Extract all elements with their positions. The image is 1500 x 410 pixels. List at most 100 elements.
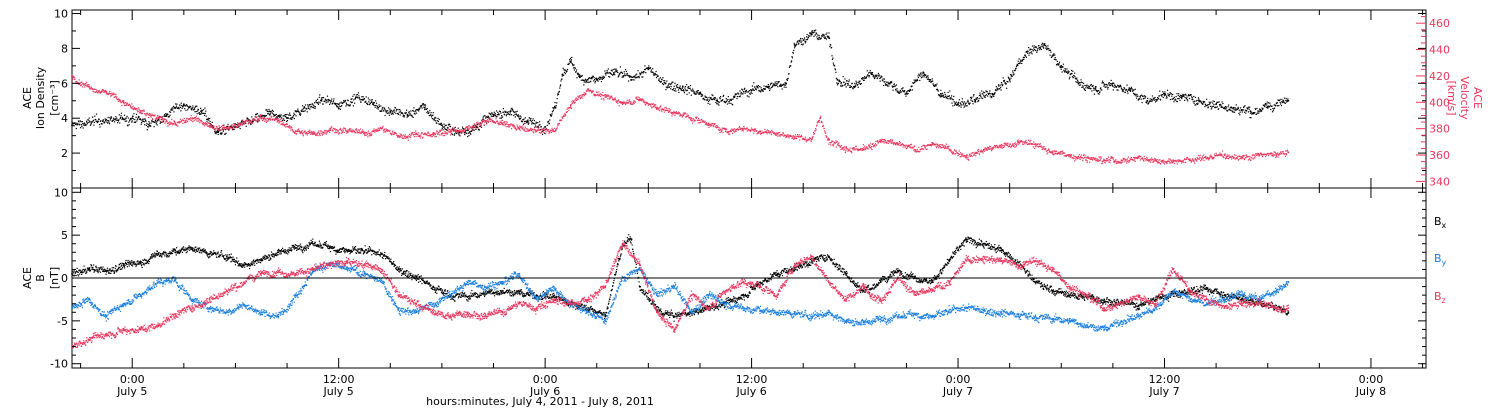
velocity-series-sample	[150, 116, 152, 118]
density-series-sample	[391, 110, 393, 112]
density-series-sample	[831, 55, 833, 57]
density-series-sample	[932, 83, 934, 85]
velocity-series-sample	[781, 134, 784, 136]
density-series-sample	[1254, 111, 1256, 114]
density-series-sample	[258, 115, 260, 117]
density-series-sample	[143, 118, 145, 120]
velocity-series-sample	[667, 110, 669, 112]
density-series-sample	[299, 114, 301, 116]
density-series-sample	[150, 125, 152, 127]
density-series-sample	[280, 115, 282, 117]
velocity-series-sample	[102, 89, 104, 91]
velocity-series-sample	[787, 134, 789, 136]
density-series-sample	[688, 85, 690, 88]
velocity-series-sample	[160, 118, 162, 120]
velocity-series-sample	[683, 114, 685, 116]
density-series-sample	[921, 74, 923, 76]
velocity-series-sample	[209, 123, 212, 125]
density-series-sample	[595, 78, 597, 80]
velocity-series-sample	[165, 121, 167, 123]
velocity-series-sample	[618, 105, 620, 107]
velocity-series-sample	[405, 137, 407, 140]
density-series-sample	[612, 74, 614, 76]
density-series-sample	[236, 123, 238, 126]
density-series-sample	[1178, 97, 1180, 100]
density-series-sample	[957, 102, 959, 104]
density-series-sample	[87, 119, 89, 121]
density-series-sample	[314, 106, 317, 108]
density-series-sample	[1250, 111, 1252, 113]
density-series-sample	[992, 93, 994, 95]
density-series-sample	[504, 110, 506, 112]
velocity-series-sample	[220, 129, 222, 131]
velocity-series-sample	[431, 133, 433, 136]
density-series-sample	[736, 97, 738, 100]
velocity-series-sample	[264, 120, 266, 122]
velocity-series-sample	[301, 132, 304, 134]
density-series-sample	[1195, 100, 1197, 102]
density-series-sample	[1249, 106, 1251, 108]
density-series-sample	[650, 69, 652, 71]
density-series-sample	[390, 113, 393, 115]
velocity-series-sample	[464, 127, 467, 130]
density-series-sample	[108, 123, 111, 125]
density-series-sample	[831, 58, 834, 60]
velocity-series-sample	[699, 119, 701, 122]
velocity-series-point	[415, 133, 417, 135]
density-series-sample	[604, 72, 606, 75]
density-series-sample	[940, 89, 942, 91]
density-series-sample	[1030, 51, 1033, 53]
density-series-sample	[612, 73, 615, 76]
density-series-sample	[883, 78, 886, 80]
density-series-sample	[356, 96, 358, 98]
velocity-series-sample	[155, 118, 157, 120]
density-series-sample	[317, 102, 319, 104]
density-series-sample	[191, 107, 194, 109]
density-series-sample	[660, 81, 662, 83]
velocity-series-sample	[113, 96, 115, 99]
density-series-sample	[446, 128, 448, 131]
density-series-sample	[858, 82, 861, 84]
density-series-sample	[360, 101, 362, 103]
density-series-sample	[457, 130, 459, 132]
density-series-sample	[1153, 97, 1155, 99]
density-series-sample	[121, 118, 123, 120]
velocity-series-sample	[801, 136, 803, 138]
velocity-series-point	[1172, 159, 1174, 162]
velocity-series-sample	[935, 143, 937, 145]
density-series-sample	[287, 117, 289, 119]
velocity-series-sample	[348, 129, 351, 131]
velocity-series-sample	[418, 132, 420, 134]
velocity-series-sample	[305, 131, 308, 134]
density-series-sample	[727, 98, 729, 101]
density-series-sample	[663, 80, 665, 82]
velocity-series-sample	[830, 144, 832, 146]
velocity-series-sample	[761, 130, 763, 132]
density-series-sample	[847, 83, 849, 85]
density-series-sample	[194, 106, 197, 108]
velocity-series-sample	[692, 122, 694, 124]
velocity-series-sample	[161, 121, 163, 123]
velocity-series-sample	[535, 130, 538, 132]
density-series-sample	[1230, 109, 1232, 111]
density-series-sample	[938, 94, 940, 96]
velocity-series-sample	[166, 120, 168, 122]
velocity-series-sample	[96, 90, 98, 92]
velocity-series-sample	[91, 87, 93, 90]
density-series-sample	[322, 103, 324, 105]
velocity-series-sample	[420, 135, 422, 137]
density-series-sample	[627, 80, 630, 82]
velocity-series-sample	[75, 80, 77, 83]
density-series-sample	[804, 40, 806, 42]
density-series-sample	[1231, 110, 1233, 112]
density-series-sample	[1171, 98, 1173, 100]
density-series-sample	[901, 88, 903, 90]
density-series-sample	[780, 85, 782, 87]
velocity-series-sample	[738, 129, 740, 131]
velocity-series-sample	[764, 128, 766, 131]
density-series-sample	[516, 115, 519, 117]
velocity-series-sample	[260, 115, 262, 117]
density-series-sample	[1055, 59, 1057, 61]
density-series-sample	[337, 105, 339, 107]
velocity-series-sample	[193, 117, 195, 119]
